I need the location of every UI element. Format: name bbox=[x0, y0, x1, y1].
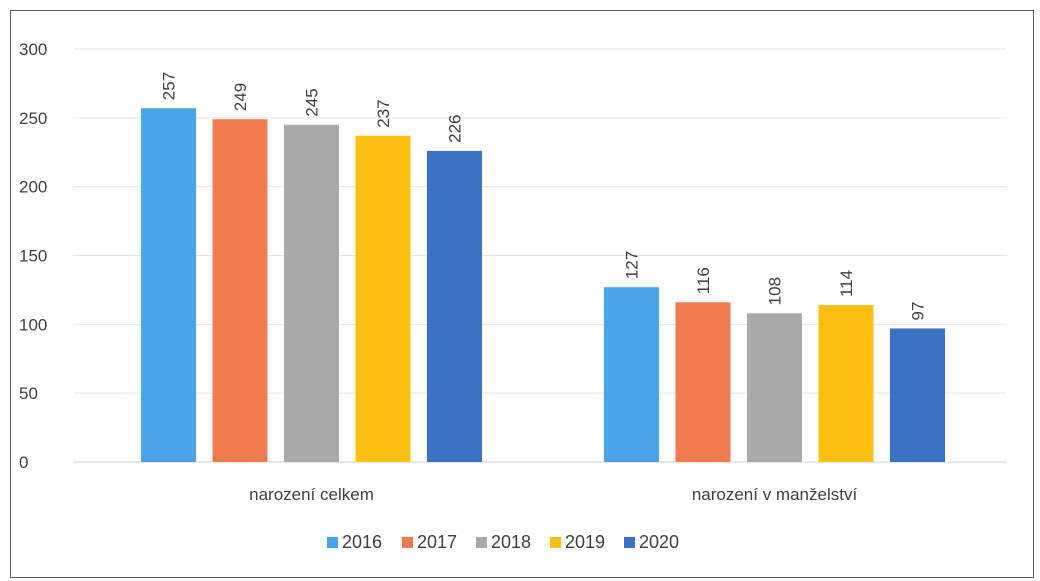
legend-swatch bbox=[402, 537, 413, 548]
data-label: 237 bbox=[374, 99, 393, 127]
y-tick-label: 250 bbox=[19, 109, 47, 128]
legend-swatch bbox=[327, 537, 338, 548]
bar-2020-1 bbox=[890, 328, 945, 462]
y-tick-label: 100 bbox=[19, 315, 47, 334]
legend-swatch bbox=[624, 537, 635, 548]
legend-swatch bbox=[476, 537, 487, 548]
bar-2018-0 bbox=[284, 124, 339, 462]
data-label: 97 bbox=[909, 302, 928, 321]
bar-2017-0 bbox=[212, 119, 268, 463]
data-label: 108 bbox=[766, 277, 785, 305]
bar-2016-0 bbox=[141, 108, 196, 463]
legend-label: 2020 bbox=[639, 532, 679, 552]
y-tick-label: 300 bbox=[19, 40, 47, 59]
bar-2016-1 bbox=[604, 287, 659, 462]
bar-2020-0 bbox=[427, 150, 482, 462]
data-label: 127 bbox=[623, 251, 642, 279]
data-label: 116 bbox=[694, 267, 713, 294]
bar-chart: 0 50 100 150 200 250 300 257 249 245 237 226 127 116… bbox=[19, 40, 1007, 552]
y-tick-label: 50 bbox=[19, 384, 38, 403]
y-tick-label: 200 bbox=[19, 178, 47, 197]
legend-label: 2018 bbox=[491, 532, 531, 552]
category-label: narození celkem bbox=[249, 485, 374, 504]
bar-2019-0 bbox=[355, 135, 411, 462]
bars bbox=[141, 108, 945, 463]
data-label: 257 bbox=[160, 72, 179, 100]
legend-label: 2016 bbox=[342, 532, 382, 552]
y-axis-ticks: 0 50 100 150 200 250 300 bbox=[19, 40, 47, 472]
y-tick-label: 150 bbox=[19, 247, 47, 266]
legend-swatch bbox=[550, 537, 561, 548]
legend: 2016 2017 2018 2019 2020 bbox=[327, 532, 679, 552]
data-labels: 257 249 245 237 226 127 116 108 114 97 bbox=[160, 72, 928, 321]
data-label: 249 bbox=[231, 83, 250, 111]
category-label: narození v manželství bbox=[692, 485, 858, 504]
bar-2019-1 bbox=[818, 305, 874, 462]
category-labels: narození celkem narození v manželství bbox=[249, 485, 857, 504]
bar-2018-1 bbox=[747, 313, 802, 462]
y-tick-label: 0 bbox=[19, 453, 28, 472]
legend-label: 2019 bbox=[565, 532, 605, 552]
bar-2017-1 bbox=[675, 302, 731, 462]
legend-label: 2017 bbox=[417, 532, 457, 552]
data-label: 226 bbox=[446, 114, 465, 142]
data-label: 114 bbox=[837, 270, 856, 297]
data-label: 245 bbox=[303, 88, 322, 116]
chart-frame: 0 50 100 150 200 250 300 257 249 245 237 226 127 116… bbox=[10, 10, 1034, 578]
